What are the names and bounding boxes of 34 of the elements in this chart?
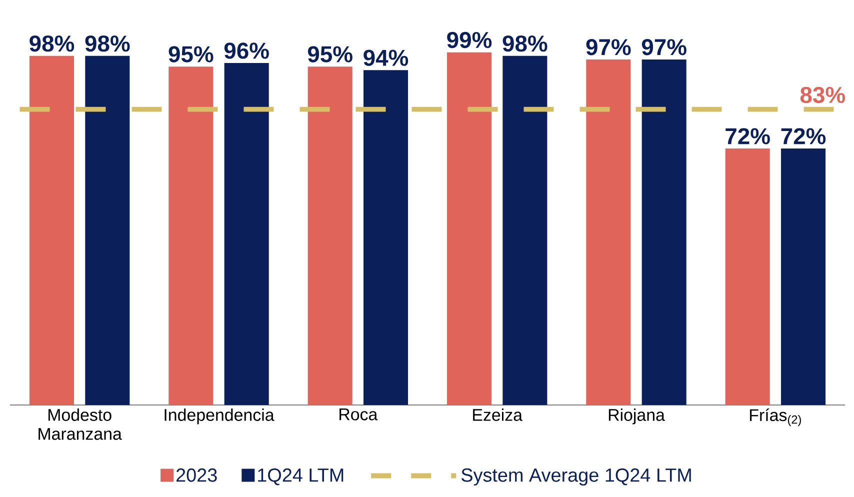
data-label: 72% [726,128,770,144]
bar [29,56,74,405]
bar [85,56,130,405]
bar [363,70,408,405]
x-tick-label: Frías$_{(2)}$ [750,408,801,426]
x-tick-label: Riojana [608,408,665,424]
bar [446,52,492,405]
bar [642,59,686,405]
bar [780,148,826,405]
data-label: 94% [364,50,408,66]
bar [224,63,269,405]
legend-label: System Average 1Q24 LTM [461,468,691,486]
legend-label: 2023 [176,468,217,482]
x-tick-label: Independencia [164,408,274,424]
x-tick-label: Roca [340,408,378,420]
data-label: 97% [586,39,631,56]
data-label: 99% [447,32,492,48]
x-tick-label: Modesto Maranzana [38,408,122,440]
bar [168,66,214,405]
legend-label: 1Q24 LTM [258,468,344,486]
bar [725,148,770,405]
data-label: 96% [224,42,269,59]
bar [586,59,631,405]
data-label: 72% [781,128,826,144]
data-label: 98% [30,35,74,52]
data-label: 98% [502,35,548,52]
x-tick-label: Ezeiza [473,408,522,421]
data-label: 97% [642,39,686,56]
data-label: 98% [85,35,130,52]
bar [502,56,548,405]
data-label: 95% [308,46,352,62]
annotation: 83% [800,86,845,104]
bar [308,66,352,405]
data-label: 95% [168,46,214,62]
